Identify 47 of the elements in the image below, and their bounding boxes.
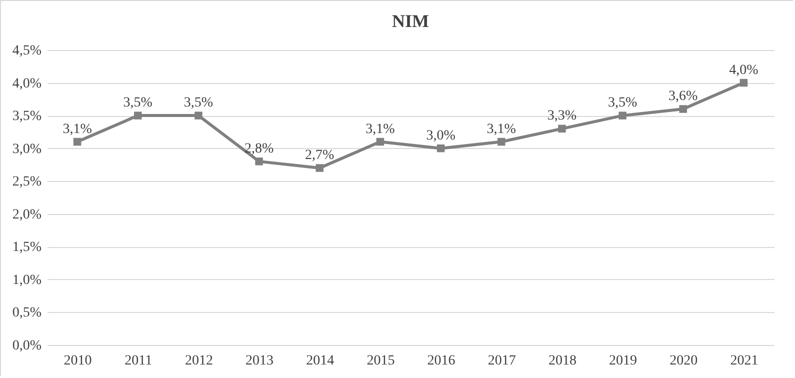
data-label: 3,6% <box>668 89 698 104</box>
data-label: 3,1% <box>366 122 396 137</box>
y-tick-label: 4,0% <box>12 76 42 92</box>
data-label: 3,5% <box>123 96 153 111</box>
x-tick-label: 2014 <box>306 354 334 368</box>
x-tick-label: 2016 <box>427 354 456 368</box>
y-tick-label: 2,5% <box>12 174 42 190</box>
point <box>194 112 202 120</box>
x-tick-label: 2020 <box>670 354 698 368</box>
y-tick-label: 1,0% <box>12 272 42 288</box>
y-tick-label: 3,5% <box>12 109 42 124</box>
data-label: 3,5% <box>184 96 214 111</box>
x-tick-label: 2017 <box>488 354 516 368</box>
point <box>255 158 263 166</box>
point <box>73 138 82 146</box>
x-tick-label: 2015 <box>366 354 395 368</box>
data-label: 3,1% <box>62 122 92 137</box>
y-tick-label: 2,0% <box>12 207 42 222</box>
point <box>134 112 142 120</box>
chart-title: NIM <box>392 11 430 31</box>
point <box>740 78 748 87</box>
y-tick-label: 1,5% <box>12 240 42 256</box>
point <box>618 112 626 120</box>
x-tick-label: 2013 <box>246 354 274 368</box>
data-label: 2,7% <box>305 148 335 163</box>
y-tick-label: 0,0% <box>12 338 42 354</box>
y-tick-label: 3,0% <box>12 142 42 157</box>
x-tick-label: 2011 <box>124 354 152 368</box>
data-label: 2,8% <box>244 141 274 156</box>
y-tick-label: 0,5% <box>12 306 42 321</box>
point <box>558 124 566 133</box>
point <box>679 105 687 113</box>
x-tick-label: 2018 <box>548 354 576 368</box>
data-label: 3,5% <box>608 96 638 111</box>
y-tick-label: 4,5% <box>12 44 42 58</box>
data-label: 4,0% <box>729 62 759 78</box>
data-label: 3,1% <box>486 122 516 137</box>
point <box>376 138 384 146</box>
x-tick-label: 2010 <box>64 354 92 368</box>
point <box>316 164 324 172</box>
point <box>498 138 506 146</box>
x-tick-label: 2012 <box>184 354 213 368</box>
x-tick-label: 2019 <box>609 354 638 368</box>
data-label: 3,0% <box>426 128 456 144</box>
point <box>436 144 445 152</box>
data-label: 3,3% <box>547 108 577 124</box>
x-tick-label: 2021 <box>730 354 758 368</box>
